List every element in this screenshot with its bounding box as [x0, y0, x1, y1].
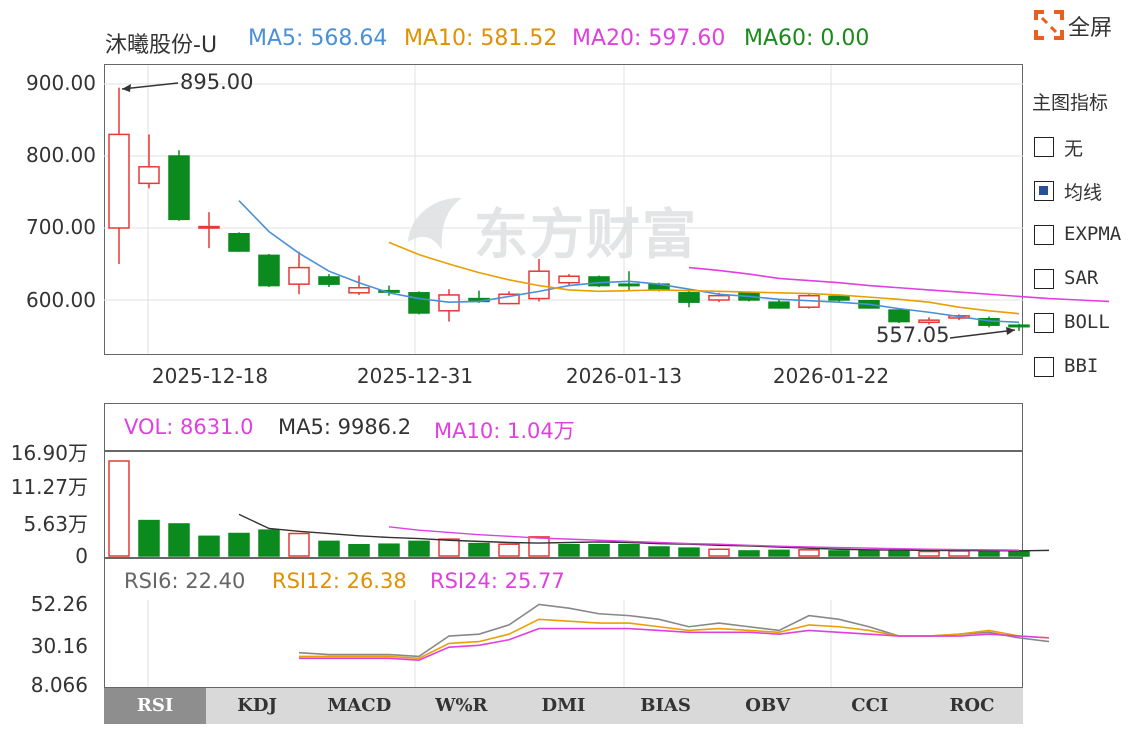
option-sar-label[interactable]: SAR	[1064, 267, 1099, 289]
fullscreen-button[interactable]: 全屏	[1034, 8, 1130, 41]
ma-line-ma20	[688, 266, 1110, 303]
candle-body	[138, 166, 160, 185]
candlestick-chart	[104, 65, 1110, 354]
option-bbi-label[interactable]: BBI	[1064, 355, 1099, 377]
rsi6-value: RSI6: 22.40	[124, 569, 246, 593]
vol-ma10: MA10: 1.04万	[434, 419, 575, 443]
vol-ma5: MA5: 9986.2	[278, 415, 412, 439]
option-none-label[interactable]: 无	[1064, 138, 1084, 160]
ma60-legend: MA60: 0.00	[744, 26, 870, 51]
fullscreen-icon	[1034, 10, 1064, 40]
vol-tick-2: 11.27万	[10, 475, 88, 499]
candle-body	[918, 319, 940, 324]
candle-body	[888, 309, 910, 323]
option-expma-checkbox[interactable]	[1034, 225, 1054, 245]
candle-body	[588, 276, 610, 287]
volume-legend-bar	[104, 403, 1023, 451]
indicator-title: 主图指标	[1032, 92, 1109, 114]
rsi-tick-1: 52.26	[30, 592, 88, 616]
rsi24-value: RSI24: 25.77	[430, 569, 565, 593]
option-boll-label[interactable]: BOLL	[1064, 311, 1110, 333]
ma20-legend: MA20: 597.60	[572, 26, 726, 51]
option-sar-checkbox[interactable]	[1034, 269, 1054, 289]
volume-panel	[104, 451, 1023, 558]
low-arrow	[949, 329, 1016, 339]
candle-body	[498, 293, 520, 305]
candle-body	[228, 233, 250, 252]
option-expma-label[interactable]: EXPMA	[1064, 223, 1122, 245]
vol-tick-4: 0	[75, 544, 88, 568]
tab-obv[interactable]: OBV	[745, 695, 791, 716]
tab-wr[interactable]: W%R	[435, 695, 488, 716]
low-annotation: 557.05	[876, 323, 950, 347]
candle-body	[168, 155, 190, 221]
y-tick-700: 700.00	[26, 215, 96, 239]
tab-cci[interactable]: CCI	[851, 695, 889, 716]
x-tick-2: 2025-12-31	[356, 364, 474, 388]
ma10-legend: MA10: 581.52	[404, 26, 558, 51]
fullscreen-label: 全屏	[1068, 16, 1113, 41]
candle-body	[108, 133, 130, 229]
ma5-legend: MA5: 568.64	[248, 26, 388, 51]
option-ma-checkbox[interactable]	[1034, 181, 1054, 201]
candle-body	[198, 225, 220, 229]
option-boll-checkbox[interactable]	[1034, 313, 1054, 333]
option-none-checkbox[interactable]	[1034, 137, 1054, 157]
option-ma-label[interactable]: 均线	[1064, 182, 1103, 204]
rsi-tick-2: 30.16	[30, 634, 88, 658]
candle-body	[288, 266, 310, 285]
candle-body	[708, 294, 730, 301]
low-arrow-head	[1006, 327, 1015, 335]
stock-name: 沐曦股份-U	[105, 33, 218, 58]
rsi12-value: RSI12: 26.38	[272, 569, 407, 593]
candle-body	[348, 287, 370, 294]
candle-body	[678, 292, 700, 303]
candle-body	[618, 283, 640, 287]
ma-line-ma10	[388, 241, 1020, 315]
candle-body	[558, 275, 580, 284]
candle-body	[828, 295, 850, 301]
indicator-tabs: RSI KDJ MACD W%R DMI BIAS OBV CCI ROC	[104, 688, 1023, 724]
vol-value: VOL: 8631.0	[124, 415, 254, 439]
tab-macd[interactable]: MACD	[327, 695, 392, 716]
tab-dmi[interactable]: DMI	[541, 695, 586, 716]
x-tick-4: 2026-01-22	[772, 364, 890, 388]
vol-tick-1: 16.90万	[10, 441, 88, 465]
vol-tick-3: 5.63万	[23, 512, 88, 536]
candle-body	[768, 301, 790, 309]
option-bbi-checkbox[interactable]	[1034, 357, 1054, 377]
y-tick-800: 800.00	[26, 143, 96, 167]
watermark-logo-icon	[408, 197, 462, 250]
x-tick-3: 2026-01-13	[565, 364, 683, 388]
high-annotation: 895.00	[180, 70, 254, 94]
candle-body	[318, 276, 340, 285]
y-tick-600: 600.00	[26, 288, 96, 312]
tab-kdj[interactable]: KDJ	[237, 695, 278, 716]
candle-body	[258, 254, 280, 287]
y-tick-900: 900.00	[26, 71, 96, 95]
rsi-tick-3: 8.066	[30, 673, 88, 697]
x-tick-1: 2025-12-18	[151, 364, 269, 388]
watermark: 东方财富	[400, 190, 770, 266]
tab-rsi[interactable]: RSI	[104, 688, 207, 724]
tab-bias[interactable]: BIAS	[640, 695, 691, 716]
tab-roc[interactable]: ROC	[949, 695, 995, 716]
watermark-text: 东方财富	[474, 203, 698, 266]
candle-body	[408, 292, 430, 314]
ma-line-ma5	[238, 200, 1020, 324]
high-arrow	[121, 82, 179, 90]
high-arrow-head	[122, 84, 131, 92]
candle-body	[1008, 324, 1030, 328]
